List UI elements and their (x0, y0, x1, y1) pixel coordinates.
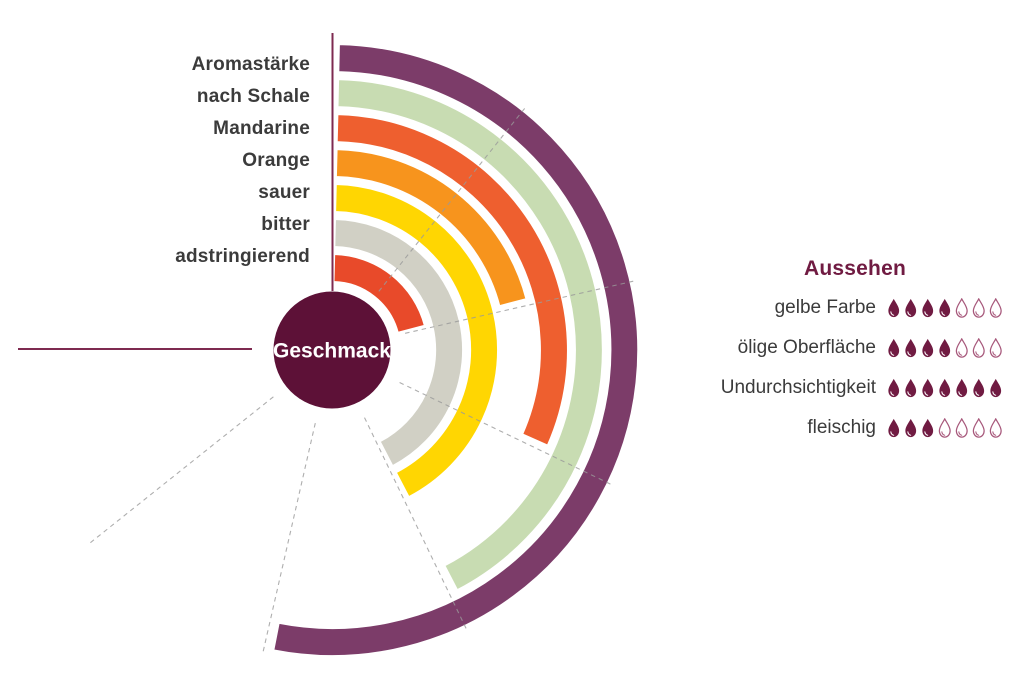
droplet-icon-filled (922, 378, 934, 398)
droplet-icon-filled (939, 338, 951, 358)
droplet-icon-empty (972, 418, 985, 438)
droplet-icon-filled (922, 298, 934, 318)
droplet-rating-fleischig (886, 418, 1008, 438)
grid-spoke (89, 396, 274, 544)
droplet-icon-filled (888, 338, 900, 358)
grid-spoke (262, 422, 316, 653)
ring-label-sauer: sauer (258, 182, 310, 203)
ring-label-orange: Orange (242, 150, 310, 171)
droplet-icon-filled (922, 418, 934, 438)
legend-row: Undurchsichtigkeit (702, 368, 1008, 408)
droplet-icon-filled (990, 378, 1002, 398)
droplet-icon-filled (939, 378, 951, 398)
droplet-icon-filled (973, 378, 985, 398)
ring-label-aromastaerke: Aromastärke (191, 54, 310, 75)
arc-layer (272, 43, 640, 658)
droplet-icon-empty (938, 418, 951, 438)
droplet-icon-empty (972, 298, 985, 318)
center-label: Geschmack (273, 340, 391, 363)
legend-label-undurchsichtigkeit: Undurchsichtigkeit (720, 377, 876, 398)
grid-spoke (364, 417, 467, 630)
droplet-icon-filled (888, 378, 900, 398)
ring-label-nach-schale: nach Schale (196, 86, 310, 107)
arc-nach-schale (336, 78, 604, 592)
ring-label-bitter: bitter (261, 214, 310, 235)
droplet-icon-empty (989, 298, 1002, 318)
droplet-rating-oelige-oberflaeche (886, 338, 1008, 358)
droplet-icon-empty (989, 418, 1002, 438)
grid-spoke (404, 280, 635, 334)
droplet-icon-filled (888, 298, 900, 318)
legend-row: ölige Oberfläche (702, 328, 1008, 368)
droplet-rating-undurchsichtigkeit (886, 378, 1008, 398)
arc-adstringierend (332, 252, 427, 335)
droplet-icon-empty (955, 298, 968, 318)
droplet-icon-filled (905, 378, 917, 398)
droplet-icon-filled (939, 298, 951, 318)
legend-label-fleischig: fleischig (807, 417, 876, 438)
legend-label-oelige-oberflaeche: ölige Oberfläche (737, 337, 876, 358)
arc-sauer (334, 182, 500, 499)
droplet-icon-filled (956, 378, 968, 398)
droplet-icon-empty (955, 338, 968, 358)
arc-aromastaerke (272, 43, 640, 658)
arc-orange (334, 148, 528, 308)
droplet-icon-filled (905, 418, 917, 438)
center-circle (273, 291, 391, 409)
legend-label-gelbe-farbe: gelbe Farbe (774, 297, 876, 318)
legend-row: fleischig (702, 408, 1008, 448)
grid-spoke (399, 382, 612, 485)
legend-title: Aussehen (804, 257, 906, 280)
droplet-icon-filled (905, 338, 917, 358)
droplet-icon-empty (972, 338, 985, 358)
droplet-icon-empty (955, 418, 968, 438)
ring-label-adstringierend: adstringierend (175, 246, 310, 267)
droplet-rating-gelbe-farbe (886, 298, 1008, 318)
ring-labels: Aromastärke nach Schale Mandarine Orange… (0, 0, 312, 300)
droplet-icon-empty (989, 338, 1002, 358)
legend-aussehen: Aussehen gelbe Farbe ölige Oberfläche Un… (702, 256, 1008, 448)
ring-label-mandarine: Mandarine (213, 118, 310, 139)
arc-mandarine (335, 113, 569, 448)
grid-spoke-layer (89, 107, 635, 653)
droplet-icon-filled (922, 338, 934, 358)
arc-bitter (333, 217, 465, 468)
legend-row: gelbe Farbe (702, 288, 1008, 328)
droplet-icon-filled (905, 298, 917, 318)
grid-spoke (378, 107, 526, 292)
droplet-icon-filled (888, 418, 900, 438)
